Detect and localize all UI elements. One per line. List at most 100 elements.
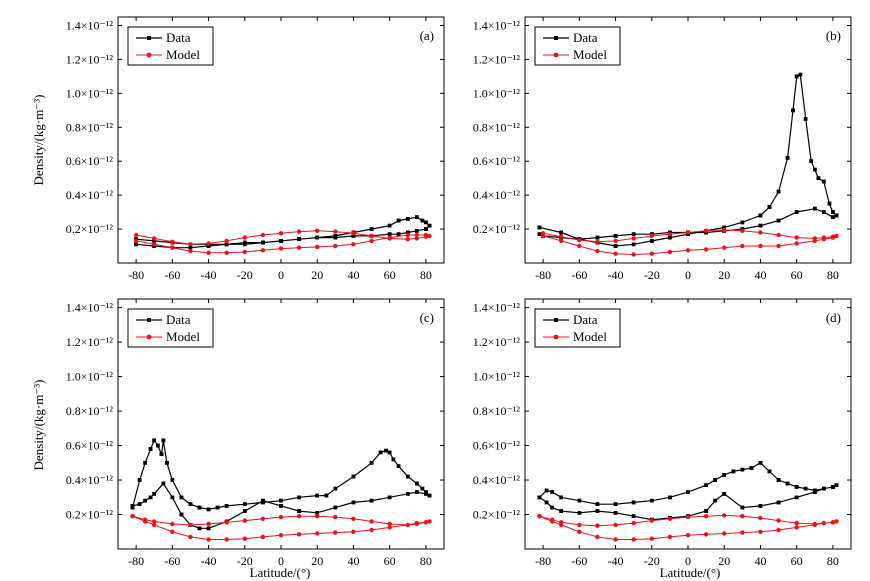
x-tick-label: 40 (754, 554, 766, 568)
x-tick-label: 60 (384, 554, 396, 568)
legend-data-label: Data (166, 30, 191, 45)
x-tick-label: -40 (608, 268, 624, 282)
x-tick-label: 20 (311, 268, 323, 282)
x-tick-label: 20 (718, 554, 730, 568)
x-tick-label: -40 (608, 554, 624, 568)
x-tick-label: 80 (827, 554, 839, 568)
y-axis-title-top: Density/(kg·m⁻³) (31, 95, 46, 186)
x-tick-label: -40 (201, 554, 217, 568)
x-tick-label: -60 (571, 554, 587, 568)
legend-box (127, 26, 214, 66)
x-tick-label: 0 (685, 554, 691, 568)
panel-d: -80 -60 -40 -20 0 20 40 60 80 0.2×10⁻¹² 0.4×10⁻¹² 0… (473, 298, 852, 568)
legend-model-label: Model (166, 47, 200, 62)
y-tick-label: 0.4×10⁻¹² (66, 188, 114, 202)
x-tick-label: -20 (237, 268, 253, 282)
legend-model-marker (553, 52, 559, 58)
x-tick-label: -80 (535, 554, 551, 568)
x-axis-title-right: Latitude/(°) (660, 565, 721, 580)
x-tick-label: 40 (347, 554, 359, 568)
legend-model-marker (146, 52, 152, 58)
y-tick-label: 0.2×10⁻¹² (66, 222, 114, 236)
panel-b: -80 -60 -40 -20 0 20 40 60 80 0.2×10⁻¹² 0.4×10⁻¹² 0… (473, 16, 852, 282)
panels: -80 -60 -40 -20 0 20 40 60 80 0.2×10⁻¹² 0.4×10⁻¹² 0… (66, 16, 852, 568)
model-series-line (540, 227, 839, 257)
y-tick-label: 0.8×10⁻¹² (66, 404, 114, 418)
x-tick-label: 60 (791, 554, 803, 568)
x-tick-label: -20 (237, 554, 253, 568)
y-tick-label: 1.4×10⁻¹² (66, 18, 114, 32)
x-tick-label: 20 (311, 554, 323, 568)
legend-model-label: Model (573, 329, 607, 344)
x-tick-label: -60 (164, 554, 180, 568)
y-tick-label: 1.0×10⁻¹² (473, 370, 521, 384)
y-tick-label: 0.2×10⁻¹² (473, 222, 521, 236)
model-series-line (537, 513, 839, 542)
y-tick-label: 0.2×10⁻¹² (66, 508, 114, 522)
x-tick-label: 60 (791, 268, 803, 282)
x-tick-label: 0 (278, 268, 284, 282)
panel-label: (b) (826, 28, 841, 43)
legend-data-label: Data (573, 30, 598, 45)
y-tick-label: 1.2×10⁻¹² (66, 335, 114, 349)
legend-data-label: Data (573, 312, 598, 327)
y-tick-label: 1.4×10⁻¹² (66, 301, 114, 315)
y-tick-label: 1.2×10⁻¹² (66, 52, 114, 66)
x-tick-label: -40 (201, 268, 217, 282)
x-tick-label: 40 (754, 268, 766, 282)
y-tick-label: 0.2×10⁻¹² (473, 508, 521, 522)
y-tick-label: 0.4×10⁻¹² (473, 473, 521, 487)
x-tick-label: -80 (128, 554, 144, 568)
y-tick-label: 1.2×10⁻¹² (473, 52, 521, 66)
panel-c: -80 -60 -40 -20 0 20 40 60 80 0.2×10⁻¹² 0.4×10⁻¹² 0… (66, 298, 445, 568)
x-tick-label: 0 (278, 554, 284, 568)
x-tick-label: 80 (420, 268, 432, 282)
x-tick-label: 0 (685, 268, 691, 282)
x-tick-label: 20 (718, 268, 730, 282)
x-tick-label: 40 (347, 268, 359, 282)
y-tick-label: 1.0×10⁻¹² (66, 86, 114, 100)
y-tick-label: 0.8×10⁻¹² (473, 120, 521, 134)
y-axis-title-bottom: Density/(kg·m⁻³) (31, 380, 46, 471)
model-series-line (133, 228, 432, 256)
x-tick-label: -20 (644, 554, 660, 568)
x-tick-label: 80 (827, 268, 839, 282)
y-tick-label: 0.4×10⁻¹² (473, 188, 521, 202)
y-tick-label: 0.6×10⁻¹² (66, 439, 114, 453)
legend-model-label: Model (573, 47, 607, 62)
x-tick-label: -60 (571, 268, 587, 282)
panel-a: -80 -60 -40 -20 0 20 40 60 80 0.2×10⁻¹² 0.4×10⁻¹² 0… (66, 16, 445, 282)
y-tick-label: 1.4×10⁻¹² (473, 301, 521, 315)
y-tick-label: 0.6×10⁻¹² (66, 154, 114, 168)
legend-model-marker (146, 334, 152, 340)
x-tick-label: -80 (535, 268, 551, 282)
legend-data-marker (554, 36, 558, 40)
y-tick-label: 1.0×10⁻¹² (66, 370, 114, 384)
legend-data-marker (147, 318, 151, 322)
y-tick-label: 0.4×10⁻¹² (66, 473, 114, 487)
y-tick-label: 1.4×10⁻¹² (473, 18, 521, 32)
data-series-line (130, 438, 432, 531)
y-tick-label: 0.8×10⁻¹² (66, 120, 114, 134)
data-series-line (537, 460, 839, 522)
legend-data-label: Data (166, 312, 191, 327)
panel-label: (c) (420, 310, 434, 325)
x-tick-label: -80 (128, 268, 144, 282)
data-series-line (537, 72, 839, 248)
model-series-line (130, 514, 432, 542)
legend-box (127, 308, 214, 348)
y-tick-label: 1.0×10⁻¹² (473, 86, 521, 100)
x-tick-label: 60 (384, 268, 396, 282)
x-tick-label: -20 (644, 268, 660, 282)
panel-label: (a) (420, 28, 434, 43)
legend-data-marker (554, 318, 558, 322)
legend-model-label: Model (166, 329, 200, 344)
legend-box (534, 308, 621, 348)
y-tick-label: 1.2×10⁻¹² (473, 335, 521, 349)
y-tick-label: 0.6×10⁻¹² (473, 439, 521, 453)
x-tick-label: -60 (164, 268, 180, 282)
legend-box (534, 26, 621, 66)
panel-label: (d) (826, 310, 841, 325)
x-axis-title-left: Latitude/(°) (250, 565, 311, 580)
